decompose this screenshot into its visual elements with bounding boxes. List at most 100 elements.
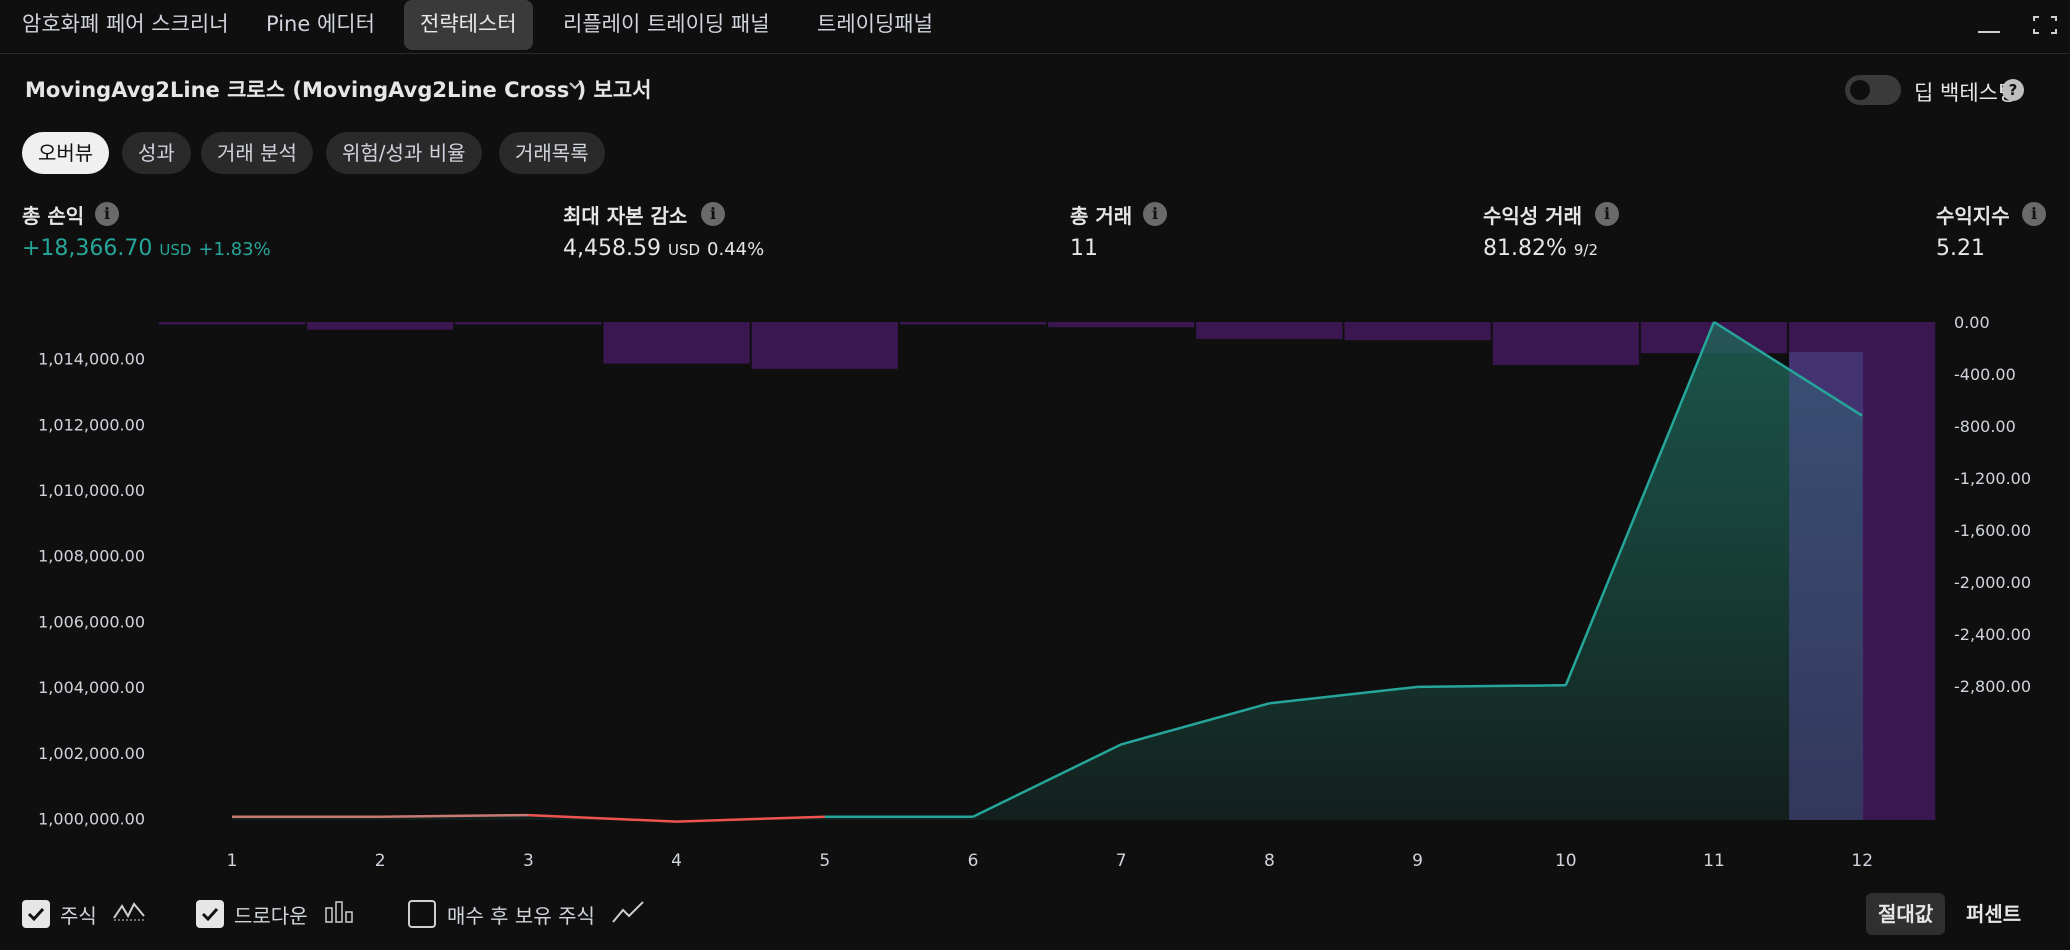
equity-line-segment <box>972 743 1122 818</box>
right-axis-tick: -1,200.00 <box>1954 469 2031 488</box>
drawdown-bar <box>307 322 454 330</box>
equity-line-segment <box>1417 683 1566 689</box>
profitable-pct: 81.82% <box>1483 236 1567 261</box>
drawdown-bar <box>1196 322 1343 339</box>
equity-legend-label: 주식 <box>60 904 97 928</box>
net-profit-amount: +18,366.70 <box>22 236 153 261</box>
buyhold-line-icon <box>612 901 644 923</box>
max-drawdown-amount: 4,458.59 <box>563 236 661 261</box>
info-icon[interactable]: i <box>1143 202 1167 226</box>
drawdown-bar <box>158 322 306 325</box>
minimize-icon[interactable] <box>1976 14 2002 36</box>
right-axis-tick: 0.00 <box>1954 313 1990 332</box>
toggle-knob <box>1850 80 1870 100</box>
drawdown-bar <box>899 322 1047 325</box>
x-axis-tick: 2 <box>375 851 386 871</box>
equity-checkbox[interactable] <box>22 900 50 928</box>
right-axis-tick: -800.00 <box>1954 417 2016 436</box>
right-axis-tick: -2,800.00 <box>1954 677 2031 696</box>
equity-area <box>232 322 1863 822</box>
tab-pine-editor[interactable]: Pine 에디터 <box>266 12 375 36</box>
help-icon[interactable]: ? <box>2002 79 2024 101</box>
max-drawdown-label: 최대 자본 감소 <box>563 204 688 228</box>
report-title[interactable]: MovingAvg2Line 크로스 (MovingAvg2Line Cross… <box>25 78 652 102</box>
subtab-risk-ratios[interactable]: 위험/성과 비율 <box>326 132 482 174</box>
info-icon[interactable]: i <box>2022 202 2046 226</box>
drawdown-bar <box>455 322 602 325</box>
equity-line-segment <box>676 815 825 823</box>
info-icon[interactable]: i <box>95 202 119 226</box>
subtab-performance[interactable]: 성과 <box>122 132 191 174</box>
equity-chart[interactable]: 1,014,000.00 1,012,000.00 1,010,000.00 1,00… <box>0 300 2070 880</box>
buyhold-checkbox[interactable] <box>408 900 436 928</box>
max-drawdown-value: 4,458.59 USD 0.44% <box>563 236 764 261</box>
right-axis-tick: -2,000.00 <box>1954 573 2031 592</box>
left-axis-tick: 1,014,000.00 <box>38 350 145 369</box>
drawdown-bar <box>603 322 750 364</box>
max-drawdown-unit: USD <box>667 241 701 259</box>
tab-strategy-tester[interactable]: 전략테스터 <box>404 0 533 50</box>
equity-line-segment <box>380 813 529 818</box>
left-axis-tick: 1,010,000.00 <box>38 481 145 500</box>
left-axis-tick: 1,006,000.00 <box>38 612 145 631</box>
info-icon[interactable]: i <box>701 202 725 226</box>
x-axis-tick: 3 <box>523 851 534 871</box>
profitable-value: 81.82% 9/2 <box>1483 236 1598 261</box>
x-axis-tick: 5 <box>819 851 830 871</box>
x-axis-tick: 12 <box>1851 851 1873 871</box>
buyhold-highlight <box>1789 352 1864 820</box>
check-icon <box>201 907 219 922</box>
check-icon <box>27 907 45 922</box>
drawdown-bar <box>1344 322 1491 341</box>
top-tab-bar: 암호화폐 페어 스크리너 Pine 에디터 전략테스터 리플레이 트레이딩 패널… <box>0 0 2070 54</box>
profit-factor-value: 5.21 <box>1936 236 1985 261</box>
drawdown-checkbox[interactable] <box>196 900 224 928</box>
x-axis-tick: 1 <box>227 851 238 871</box>
tab-trading-panel[interactable]: 트레이딩패널 <box>817 12 933 36</box>
total-trades-value: 11 <box>1070 236 1098 261</box>
x-axis-tick: 9 <box>1412 851 1423 871</box>
left-axis-tick: 1,002,000.00 <box>38 744 145 763</box>
deep-backtest-toggle[interactable] <box>1845 75 1901 105</box>
profitable-label: 수익성 거래 <box>1483 204 1582 228</box>
left-axis-tick: 1,000,000.00 <box>38 810 145 829</box>
chevron-down-icon[interactable] <box>567 78 583 94</box>
deep-backtest-label: 딥 백테스팅 <box>1914 81 2018 105</box>
net-profit-pct: +1.83% <box>198 239 271 260</box>
drawdown-bar <box>1492 322 1639 365</box>
x-axis-tick: 8 <box>1264 851 1275 871</box>
drawdown-bars-icon <box>325 901 353 923</box>
total-trades-label: 총 거래 <box>1070 204 1133 228</box>
drawdown-bar <box>751 322 898 369</box>
subtab-overview[interactable]: 오버뷰 <box>22 132 110 174</box>
x-axis-tick: 7 <box>1116 851 1127 871</box>
drawdown-legend-label: 드로다운 <box>234 904 308 928</box>
equity-line-segment <box>1564 321 1716 686</box>
right-axis-tick: -400.00 <box>1954 365 2016 384</box>
x-axis-tick: 6 <box>968 851 979 871</box>
equity-line-segment <box>1713 320 1863 417</box>
equity-line-segment <box>1120 702 1270 746</box>
net-profit-label: 총 손익 <box>22 204 85 228</box>
maximize-icon[interactable] <box>2032 14 2058 36</box>
equity-line-segment <box>528 813 677 823</box>
left-axis-tick: 1,008,000.00 <box>38 547 145 566</box>
tab-replay-trading[interactable]: 리플레이 트레이딩 패널 <box>563 12 770 36</box>
equity-line-segment <box>1269 685 1418 705</box>
drawdown-bar <box>1048 322 1195 328</box>
subtab-trade-list[interactable]: 거래목록 <box>499 132 605 174</box>
percent-mode-button[interactable]: 퍼센트 <box>1966 902 2022 926</box>
info-icon[interactable]: i <box>1595 202 1619 226</box>
net-profit-value: +18,366.70 USD +1.83% <box>22 236 271 261</box>
tab-crypto-screener[interactable]: 암호화폐 페어 스크리너 <box>22 12 229 36</box>
buyhold-legend-label: 매수 후 보유 주식 <box>447 904 595 928</box>
equity-line-icon <box>113 902 145 921</box>
x-axis-tick: 10 <box>1555 851 1577 871</box>
left-axis-tick: 1,012,000.00 <box>38 415 145 434</box>
profit-factor-label: 수익지수 <box>1936 204 2010 228</box>
max-drawdown-pct: 0.44% <box>707 239 765 260</box>
subtab-trade-analysis[interactable]: 거래 분석 <box>201 132 313 174</box>
x-axis-tick: 11 <box>1703 851 1725 871</box>
x-axis-tick: 4 <box>671 851 682 871</box>
absolute-mode-button[interactable]: 절대값 <box>1866 893 1946 935</box>
